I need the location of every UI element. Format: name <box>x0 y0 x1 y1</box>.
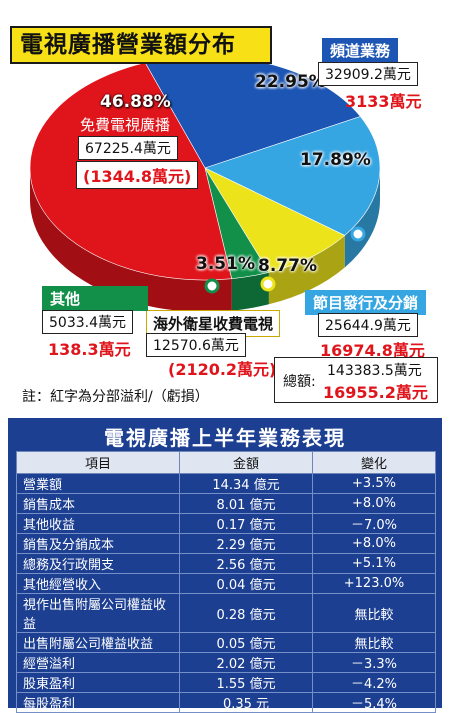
free-tv-name: 免費電視廣播 <box>80 116 171 134</box>
chart-note: 註：紅字為分部溢利/（虧損） <box>22 389 209 405</box>
performance-table: 項目 金額 變化 營業額 14.34 億元 +3.5% 銷售成本 8.01 億元 +8.0… <box>16 451 436 713</box>
row-change: +8.0% <box>312 493 436 514</box>
table-row: 出售附屬公司權益收益 0.05 億元 無比較 <box>16 632 436 653</box>
table-row: 其他收益 0.17 億元 －7.0% <box>16 513 436 534</box>
other-percent: 3.51% <box>196 254 255 274</box>
table-row: 總務及行政開支 2.56 億元 +5.1% <box>16 553 436 574</box>
total-revenue: 143383.5萬元 <box>327 363 422 379</box>
row-amount: 14.34 億元 <box>179 473 313 494</box>
row-change: －7.0% <box>312 513 436 534</box>
row-amount: 1.55 億元 <box>179 672 313 693</box>
row-item: 出售附屬公司權益收益 <box>16 632 180 653</box>
callout-dot-program <box>350 226 366 242</box>
satellite-profit: (2120.2萬元) <box>168 360 277 379</box>
header-amount: 金額 <box>179 451 313 474</box>
pie-side-satellite <box>268 235 345 305</box>
channel-percent: 22.95% <box>255 72 326 92</box>
other-profit: 138.3萬元 <box>48 340 131 359</box>
free-tv-revenue: 67225.4萬元 <box>78 136 178 160</box>
pie-slice-satellite <box>204 167 346 273</box>
row-amount: 8.01 億元 <box>179 493 313 514</box>
pie-side-free_tv <box>30 168 232 313</box>
table-row: 視作出售附屬公司權益收益 0.28 億元 無比較 <box>16 593 436 633</box>
program-name: 節目發行及分銷 <box>305 290 427 315</box>
pie-side-other <box>231 272 269 311</box>
table-row: 銷售成本 8.01 億元 +8.0% <box>16 493 436 514</box>
row-change: －4.2% <box>312 672 436 693</box>
program-profit: 16974.8萬元 <box>320 341 425 360</box>
row-item: 銷售成本 <box>16 493 180 514</box>
program-percent: 17.89% <box>300 150 371 170</box>
table-row: 營業額 14.34 億元 +3.5% <box>16 473 436 494</box>
row-item: 銷售及分銷成本 <box>16 533 180 554</box>
row-amount: 2.56 億元 <box>179 553 313 574</box>
row-item: 經營溢利 <box>16 652 180 673</box>
row-item: 總務及行政開支 <box>16 553 180 574</box>
satellite-revenue: 12570.6萬元 <box>146 333 246 357</box>
other-name: 其他 <box>42 286 148 311</box>
channel-profit: 3133萬元 <box>345 92 422 111</box>
performance-table-panel: 電視廣播上半年業務表現 項目 金額 變化 營業額 14.34 億元 +3.5% 銷售成… <box>8 418 442 713</box>
channel-revenue: 32909.2萬元 <box>318 62 418 86</box>
table-row: 其他經營收入 0.04 億元 +123.0% <box>16 573 436 594</box>
row-amount: 0.28 億元 <box>179 593 313 633</box>
row-change: +123.0% <box>312 573 436 594</box>
row-item: 股東盈利 <box>16 672 180 693</box>
table-row: 每股盈利 0.35 元－5.4% <box>16 692 436 713</box>
row-amount: 0.05 億元 <box>179 632 313 653</box>
row-amount: 0.17 億元 <box>179 513 313 534</box>
callout-dot-satellite <box>260 276 276 292</box>
row-change: +8.0% <box>312 533 436 554</box>
pie-slice-program <box>204 116 381 236</box>
pie-side-program <box>344 168 380 268</box>
row-amount: 0.04 億元 <box>179 573 313 594</box>
row-change: 無比較 <box>312 632 436 653</box>
other-revenue: 5033.4萬元 <box>42 310 133 334</box>
free-tv-percent: 46.88% <box>100 92 171 112</box>
row-item: 每股盈利 <box>16 692 180 713</box>
total-box: 總額: 143383.5萬元 16955.2萬元 <box>274 357 438 403</box>
satellite-percent: 8.77% <box>258 256 317 276</box>
total-profit: 16955.2萬元 <box>323 383 428 402</box>
free-tv-profit: (1344.8萬元) <box>76 161 199 189</box>
row-change: －3.3% <box>312 652 436 673</box>
table-row: 經營溢利 2.02 億元 －3.3% <box>16 652 436 673</box>
row-amount: 2.29 億元 <box>179 533 313 554</box>
row-item: 其他收益 <box>16 513 180 534</box>
table-row: 股東盈利 1.55 億元 －4.2% <box>16 672 436 693</box>
row-change: +3.5% <box>312 473 436 494</box>
row-amount: 2.02 億元 <box>179 652 313 673</box>
row-change: +5.1% <box>312 553 436 574</box>
table-row: 銷售及分銷成本 2.29 億元 +8.0% <box>16 533 436 554</box>
row-change: 無比較 <box>312 593 436 633</box>
callout-dot-other <box>204 278 220 294</box>
row-item: 營業額 <box>16 473 180 494</box>
header-item: 項目 <box>16 451 180 474</box>
header-change: 變化 <box>312 451 436 474</box>
row-item: 其他經營收入 <box>16 573 180 594</box>
row-item: 視作出售附屬公司權益收益 <box>16 593 180 633</box>
total-label: 總額: <box>283 374 316 390</box>
table-header-row: 項目 金額 變化 <box>16 451 436 474</box>
chart-title: 電視廣播營業額分布 <box>10 26 272 64</box>
pie-chart-area: 電視廣播營業額分布 46.88% 免費電視廣播 67225.4萬元 (1344.… <box>10 26 438 405</box>
table-title: 電視廣播上半年業務表現 <box>104 426 346 450</box>
program-revenue: 25644.9萬元 <box>318 313 418 337</box>
channel-name: 頻道業務 <box>322 38 399 63</box>
